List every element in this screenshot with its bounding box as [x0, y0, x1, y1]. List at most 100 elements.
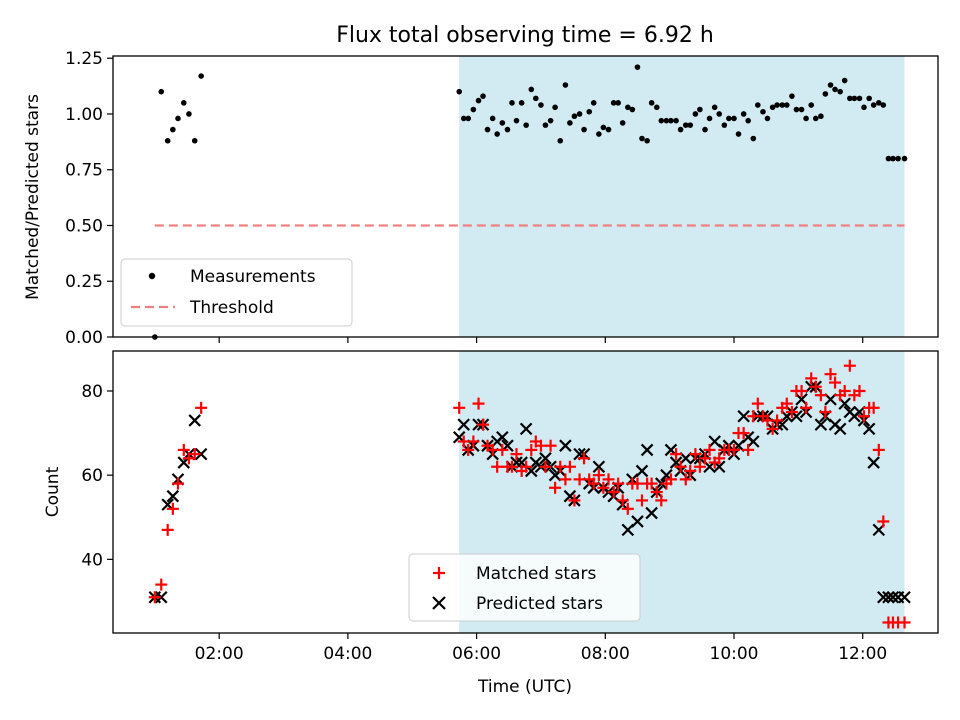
measurement-point: [475, 97, 482, 104]
measurement-point: [866, 95, 872, 102]
measurement-point: [687, 122, 694, 128]
matched-star-point: [597, 481, 610, 494]
matched-star-point: [607, 486, 620, 498]
measurement-point: [615, 100, 621, 106]
matched-star-point: [472, 397, 485, 410]
measurement-point: [513, 117, 520, 124]
predicted-star-point: [877, 590, 890, 604]
matched-star-point: [171, 477, 184, 490]
measurement-point: [518, 100, 525, 106]
measurement-point: [885, 155, 892, 162]
bottom-ylabel: Count: [43, 466, 63, 517]
measurement-point: [470, 106, 477, 113]
matched-star-point: [838, 384, 851, 397]
predicted-star-point: [882, 590, 895, 604]
matched-star-point: [877, 515, 890, 528]
measurement-point: [740, 111, 747, 117]
measurement-point: [494, 131, 500, 137]
measurement-point: [890, 155, 896, 162]
predicted-star-point: [188, 414, 202, 427]
bottom-xtick-label: 08:00: [581, 644, 630, 664]
top-legend: Measurements Threshold: [120, 258, 353, 327]
measurement-point: [818, 113, 824, 120]
legend-matched-label: Matched stars: [476, 564, 596, 584]
matched-star-point: [795, 384, 808, 397]
top-legend-box: [120, 258, 353, 327]
matched-star-point: [148, 591, 161, 604]
predicted-star-point: [631, 515, 644, 528]
matched-star-point: [578, 452, 591, 465]
measurement-point: [567, 120, 573, 126]
measurement-point: [639, 135, 645, 142]
measurement-point: [538, 102, 544, 108]
matched-star-point: [679, 473, 692, 486]
matched-star-point: [684, 464, 697, 477]
measurement-point: [711, 104, 718, 111]
predicted-star-point: [747, 435, 760, 448]
matched-star-point: [612, 477, 625, 490]
matched-star-point: [829, 376, 842, 389]
matched-star-point: [645, 477, 658, 490]
predicted-star-point: [898, 590, 911, 604]
measurement-point: [557, 137, 564, 144]
top-ytick-label: 0.75: [65, 161, 103, 181]
measurement-point: [827, 82, 834, 88]
measurement-point: [186, 111, 192, 117]
measurement-point: [663, 117, 670, 124]
predicted-star-point: [496, 431, 509, 444]
measurement-point: [673, 117, 679, 124]
predicted-star-point: [154, 590, 168, 604]
measurement-point: [726, 115, 732, 122]
measurement-point: [489, 115, 496, 122]
matched-star-point: [195, 401, 208, 414]
measurement-point: [779, 102, 786, 108]
measurement-point: [750, 135, 757, 142]
matched-star-point: [751, 397, 764, 410]
measurement-point: [532, 95, 539, 102]
measurement-point: [562, 82, 569, 88]
measurement-point: [851, 95, 858, 102]
measurement-point: [528, 86, 535, 93]
matched-star-point: [809, 380, 822, 393]
legend-threshold-label: Threshold: [189, 298, 274, 318]
matched-star-point: [805, 372, 818, 385]
measurement-point: [644, 137, 650, 144]
measurement-point: [812, 115, 819, 122]
measurement-point: [769, 104, 776, 111]
matched-star-point: [477, 418, 490, 431]
matched-star-point: [563, 460, 576, 473]
predicted-star-point: [592, 460, 606, 474]
measurement-point: [571, 113, 578, 120]
measurement-point: [523, 122, 529, 128]
measurement-point: [576, 111, 583, 117]
measurement-point: [180, 100, 187, 106]
legend-predicted-label: Predicted stars: [476, 594, 603, 614]
measurement-point: [870, 102, 877, 108]
bottom-xtick-label: 06:00: [452, 644, 501, 664]
bottom-axes-frame: [112, 350, 939, 634]
measurement-point: [735, 131, 742, 137]
measurement-point: [581, 126, 587, 133]
matched-star-point: [742, 443, 755, 456]
predicted-star-point: [867, 456, 880, 469]
matched-star-point: [670, 448, 683, 461]
measurement-point: [692, 111, 699, 117]
legend-matched-marker: [433, 567, 445, 579]
measurement-point: [542, 122, 549, 128]
matched-star-point: [549, 481, 562, 494]
measurement-point: [625, 104, 631, 111]
measurement-point: [191, 137, 198, 144]
matched-star-point: [467, 435, 480, 448]
matched-star-point: [602, 473, 615, 486]
matched-star-point: [713, 452, 726, 465]
measurement-point: [875, 100, 882, 106]
predicted-star-point: [814, 418, 828, 431]
measurement-point: [547, 117, 554, 124]
measurement-point: [721, 122, 728, 128]
matched-star-point: [693, 460, 706, 473]
matched-star-point: [785, 406, 798, 419]
bottom-legend: Matched stars Predicted stars: [408, 553, 641, 622]
predicted-star-point: [539, 452, 552, 465]
measurement-point: [634, 64, 641, 70]
